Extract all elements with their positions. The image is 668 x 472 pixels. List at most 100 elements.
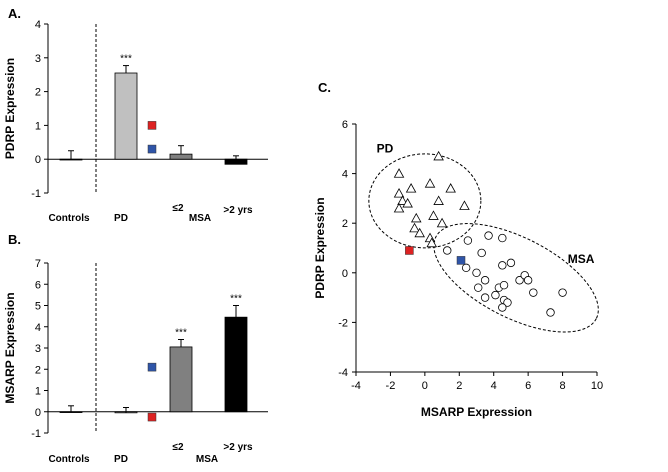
msa-point xyxy=(506,258,516,268)
y-tick-label: 6 xyxy=(35,279,41,291)
pd-point xyxy=(393,188,405,198)
y-tick-label: 3 xyxy=(35,53,41,65)
pd-point xyxy=(414,227,425,238)
pd-point xyxy=(424,178,436,188)
category-label: Controls xyxy=(48,454,90,465)
y-tick-label: -2 xyxy=(338,317,348,329)
bar xyxy=(224,316,248,413)
msa-point xyxy=(477,248,486,258)
y-tick-label: -4 xyxy=(338,367,348,379)
x-tick-label: -4 xyxy=(351,380,361,392)
y-tick-label: 0 xyxy=(35,407,41,419)
patient-marker xyxy=(147,412,157,422)
category-label: >2 yrs xyxy=(223,442,253,453)
msa-point xyxy=(503,298,512,307)
pd-point xyxy=(409,222,420,233)
msa-point xyxy=(443,246,452,255)
x-tick-label: 10 xyxy=(591,380,603,392)
msa-point xyxy=(515,276,524,285)
y-tick-label: 5 xyxy=(35,301,41,313)
significance-label: *** xyxy=(230,294,242,305)
y-axis-label: PDRP Expression xyxy=(3,58,17,159)
bar xyxy=(169,346,193,413)
msa-point xyxy=(491,290,500,300)
x-tick-label: 6 xyxy=(525,380,531,392)
panel-label: B. xyxy=(8,232,21,247)
y-tick-label: 2 xyxy=(35,364,41,376)
patient-marker xyxy=(147,144,157,154)
category-label: >2 yrs xyxy=(223,205,253,216)
y-tick-label: 4 xyxy=(35,19,41,31)
pd-point xyxy=(436,217,448,228)
pd-point xyxy=(393,168,405,178)
y-tick-label: 7 xyxy=(35,258,41,270)
y-tick-label: 1 xyxy=(35,386,41,398)
pd-point xyxy=(426,237,438,248)
msa-point xyxy=(498,233,507,243)
group-label: MSA xyxy=(189,213,211,224)
panel-label: C. xyxy=(318,80,331,95)
pd-point xyxy=(402,197,413,208)
x-tick-label: 0 xyxy=(422,380,428,392)
y-axis-label: MSARP Expression xyxy=(3,292,17,403)
msa-point xyxy=(499,281,509,290)
y-tick-label: 4 xyxy=(342,169,348,181)
highlight-patient-marker xyxy=(405,246,414,255)
significance-label: *** xyxy=(120,54,132,65)
category-label: ≤2 xyxy=(172,203,183,214)
msa-point xyxy=(480,276,490,285)
y-tick-label: 0 xyxy=(35,154,41,166)
y-tick-label: 3 xyxy=(35,343,41,355)
y-tick-label: 0 xyxy=(342,268,348,280)
y-tick-label: 1 xyxy=(35,120,41,132)
y-tick-label: 2 xyxy=(35,87,41,99)
y-axis-label: PDRP Expression xyxy=(313,197,327,298)
pd-point xyxy=(393,202,405,213)
patient-marker xyxy=(147,362,157,372)
x-tick-label: -2 xyxy=(386,380,396,392)
group-label-pd: PD xyxy=(377,142,394,156)
group-label-msa: MSA xyxy=(568,252,595,266)
msa-point xyxy=(461,263,471,273)
x-axis-label: MSARP Expression xyxy=(421,405,532,419)
pd-point xyxy=(459,200,470,210)
pd-point xyxy=(433,195,444,205)
msa-point xyxy=(474,283,483,292)
msa-point xyxy=(498,261,507,270)
msa-point xyxy=(546,308,555,317)
panel-label: A. xyxy=(8,6,21,21)
group-label: MSA xyxy=(196,454,218,465)
category-label: PD xyxy=(114,454,128,465)
y-tick-label: 4 xyxy=(35,322,41,334)
msa-point xyxy=(463,236,473,245)
y-tick-label: -1 xyxy=(31,428,41,440)
bar xyxy=(169,153,193,160)
pd-point xyxy=(405,183,417,193)
pd-point xyxy=(433,150,444,161)
category-label: ≤2 xyxy=(172,442,183,453)
bar xyxy=(59,158,83,161)
msa-point xyxy=(484,231,493,240)
x-tick-label: 4 xyxy=(491,380,497,392)
msa-point xyxy=(558,288,567,297)
y-tick-label: 6 xyxy=(342,119,348,131)
msa-point xyxy=(472,268,481,277)
significance-label: *** xyxy=(175,328,187,339)
x-tick-label: 8 xyxy=(560,380,566,392)
pd-point xyxy=(445,183,456,193)
y-tick-label: -1 xyxy=(31,188,41,200)
msa-point xyxy=(529,288,538,297)
bar xyxy=(59,411,83,413)
y-tick-label: 2 xyxy=(342,218,348,230)
msa-point xyxy=(480,293,490,302)
bar xyxy=(114,72,138,160)
msa-point xyxy=(498,303,507,312)
category-label: PD xyxy=(114,213,128,224)
patient-marker xyxy=(147,121,157,130)
x-tick-label: 2 xyxy=(456,380,462,392)
pd-point xyxy=(397,195,408,205)
pd-point xyxy=(428,210,439,220)
msa-group-ellipse xyxy=(433,223,599,333)
category-label: Controls xyxy=(48,213,90,224)
